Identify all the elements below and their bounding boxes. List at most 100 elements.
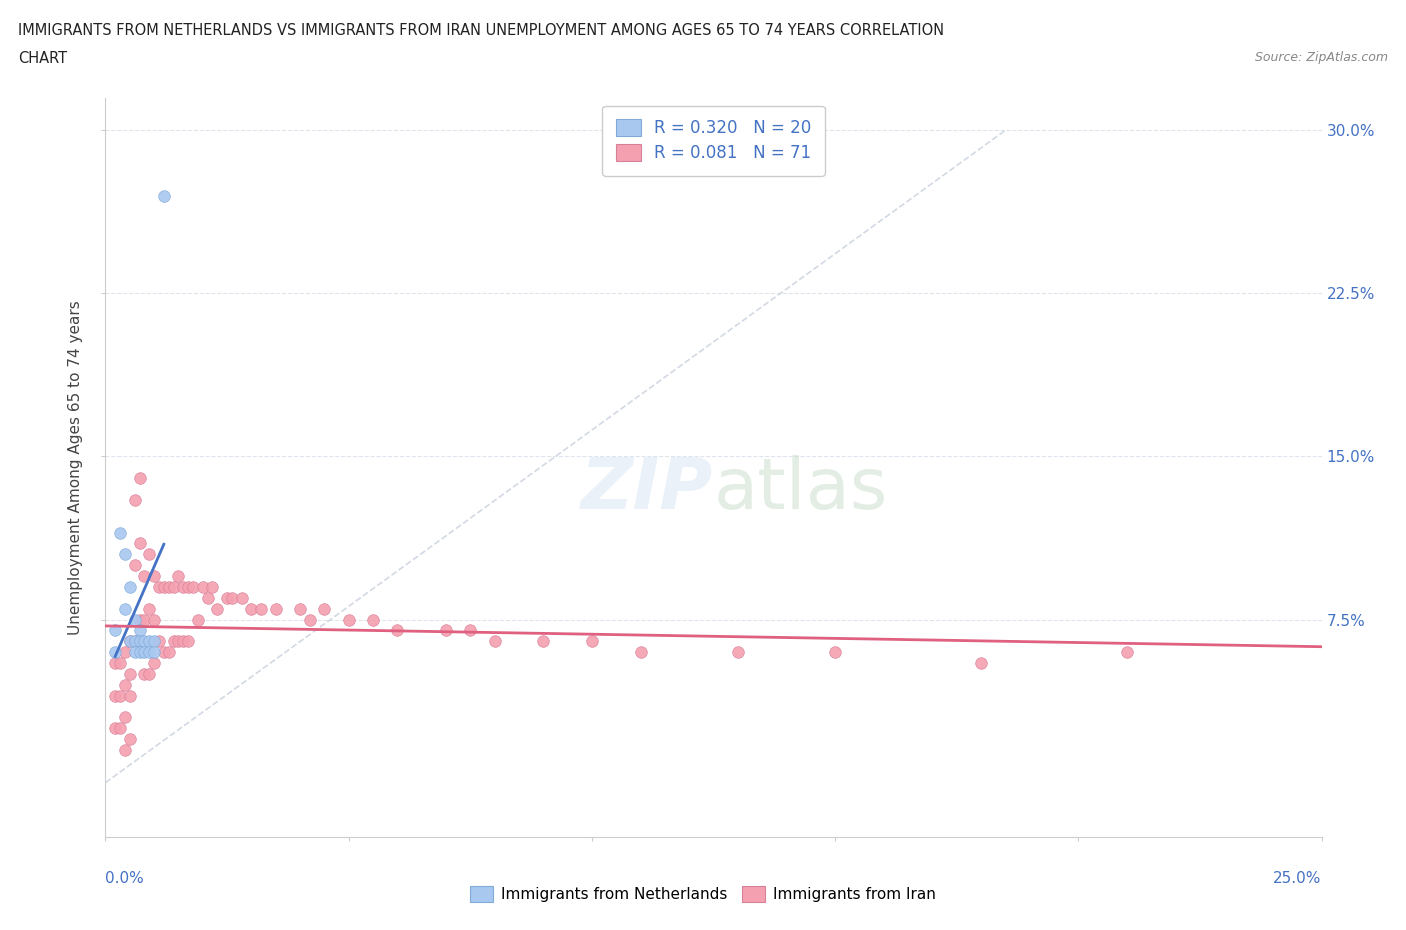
Point xyxy=(240,601,263,616)
Point xyxy=(177,579,200,594)
Point xyxy=(114,547,136,562)
Point xyxy=(148,634,170,649)
Point xyxy=(118,667,141,682)
Point xyxy=(153,644,176,659)
Point xyxy=(118,634,141,649)
Point xyxy=(387,623,409,638)
Point xyxy=(458,623,481,638)
Point xyxy=(143,644,166,659)
Point xyxy=(114,710,136,724)
Legend: R = 0.320   N = 20, R = 0.081   N = 71: R = 0.320 N = 20, R = 0.081 N = 71 xyxy=(602,106,825,176)
Text: IMMIGRANTS FROM NETHERLANDS VS IMMIGRANTS FROM IRAN UNEMPLOYMENT AMONG AGES 65 T: IMMIGRANTS FROM NETHERLANDS VS IMMIGRANT… xyxy=(18,23,945,38)
Point xyxy=(114,644,136,659)
Text: CHART: CHART xyxy=(18,51,67,66)
Point xyxy=(434,623,457,638)
Point xyxy=(138,601,160,616)
Point xyxy=(118,634,141,649)
Legend: Immigrants from Netherlands, Immigrants from Iran: Immigrants from Netherlands, Immigrants … xyxy=(464,880,942,909)
Point xyxy=(148,579,170,594)
Text: 25.0%: 25.0% xyxy=(1274,871,1322,886)
Point xyxy=(162,634,184,649)
Point xyxy=(531,634,554,649)
Point xyxy=(118,688,141,703)
Point xyxy=(314,601,336,616)
Point xyxy=(114,601,136,616)
Text: 0.0%: 0.0% xyxy=(105,871,145,886)
Point xyxy=(104,644,127,659)
Point xyxy=(108,688,131,703)
Point xyxy=(143,568,166,583)
Point xyxy=(181,579,204,594)
Point xyxy=(337,612,360,627)
Point xyxy=(630,644,652,659)
Point xyxy=(162,579,184,594)
Point xyxy=(143,656,166,671)
Point xyxy=(124,644,146,659)
Point xyxy=(134,568,156,583)
Point xyxy=(124,493,146,508)
Point xyxy=(128,536,150,551)
Point xyxy=(108,656,131,671)
Point xyxy=(167,568,190,583)
Point xyxy=(153,579,176,594)
Point xyxy=(191,579,214,594)
Point xyxy=(124,612,146,627)
Point xyxy=(172,634,194,649)
Point xyxy=(207,601,229,616)
Point xyxy=(361,612,384,627)
Point xyxy=(172,579,194,594)
Point xyxy=(124,634,146,649)
Point xyxy=(138,644,160,659)
Point xyxy=(114,677,136,692)
Point xyxy=(134,634,156,649)
Point xyxy=(298,612,321,627)
Point xyxy=(104,721,127,736)
Point xyxy=(128,623,150,638)
Point xyxy=(138,667,160,682)
Point xyxy=(124,634,146,649)
Point xyxy=(104,623,127,638)
Point xyxy=(104,688,127,703)
Point xyxy=(970,656,993,671)
Point xyxy=(197,591,219,605)
Point xyxy=(143,634,166,649)
Point xyxy=(157,579,180,594)
Point xyxy=(134,612,156,627)
Point xyxy=(288,601,311,616)
Point xyxy=(143,612,166,627)
Point xyxy=(128,612,150,627)
Point xyxy=(134,667,156,682)
Point xyxy=(108,525,131,540)
Point xyxy=(581,634,603,649)
Point xyxy=(128,471,150,485)
Point xyxy=(124,558,146,573)
Point xyxy=(114,742,136,757)
Point xyxy=(153,188,176,203)
Point xyxy=(217,591,239,605)
Point xyxy=(157,644,180,659)
Point xyxy=(264,601,287,616)
Point xyxy=(250,601,273,616)
Text: atlas: atlas xyxy=(713,455,889,524)
Point xyxy=(231,591,253,605)
Point xyxy=(201,579,224,594)
Point xyxy=(187,612,209,627)
Text: ZIP: ZIP xyxy=(581,455,713,524)
Point xyxy=(108,721,131,736)
Point xyxy=(177,634,200,649)
Point xyxy=(118,579,141,594)
Point xyxy=(134,644,156,659)
Point xyxy=(128,634,150,649)
Point xyxy=(824,644,846,659)
Point xyxy=(128,644,150,659)
Point xyxy=(167,634,190,649)
Point xyxy=(221,591,243,605)
Y-axis label: Unemployment Among Ages 65 to 74 years: Unemployment Among Ages 65 to 74 years xyxy=(67,300,83,634)
Point xyxy=(484,634,506,649)
Point xyxy=(138,547,160,562)
Point xyxy=(104,656,127,671)
Point xyxy=(727,644,749,659)
Point xyxy=(1116,644,1139,659)
Point xyxy=(138,634,160,649)
Text: Source: ZipAtlas.com: Source: ZipAtlas.com xyxy=(1254,51,1388,64)
